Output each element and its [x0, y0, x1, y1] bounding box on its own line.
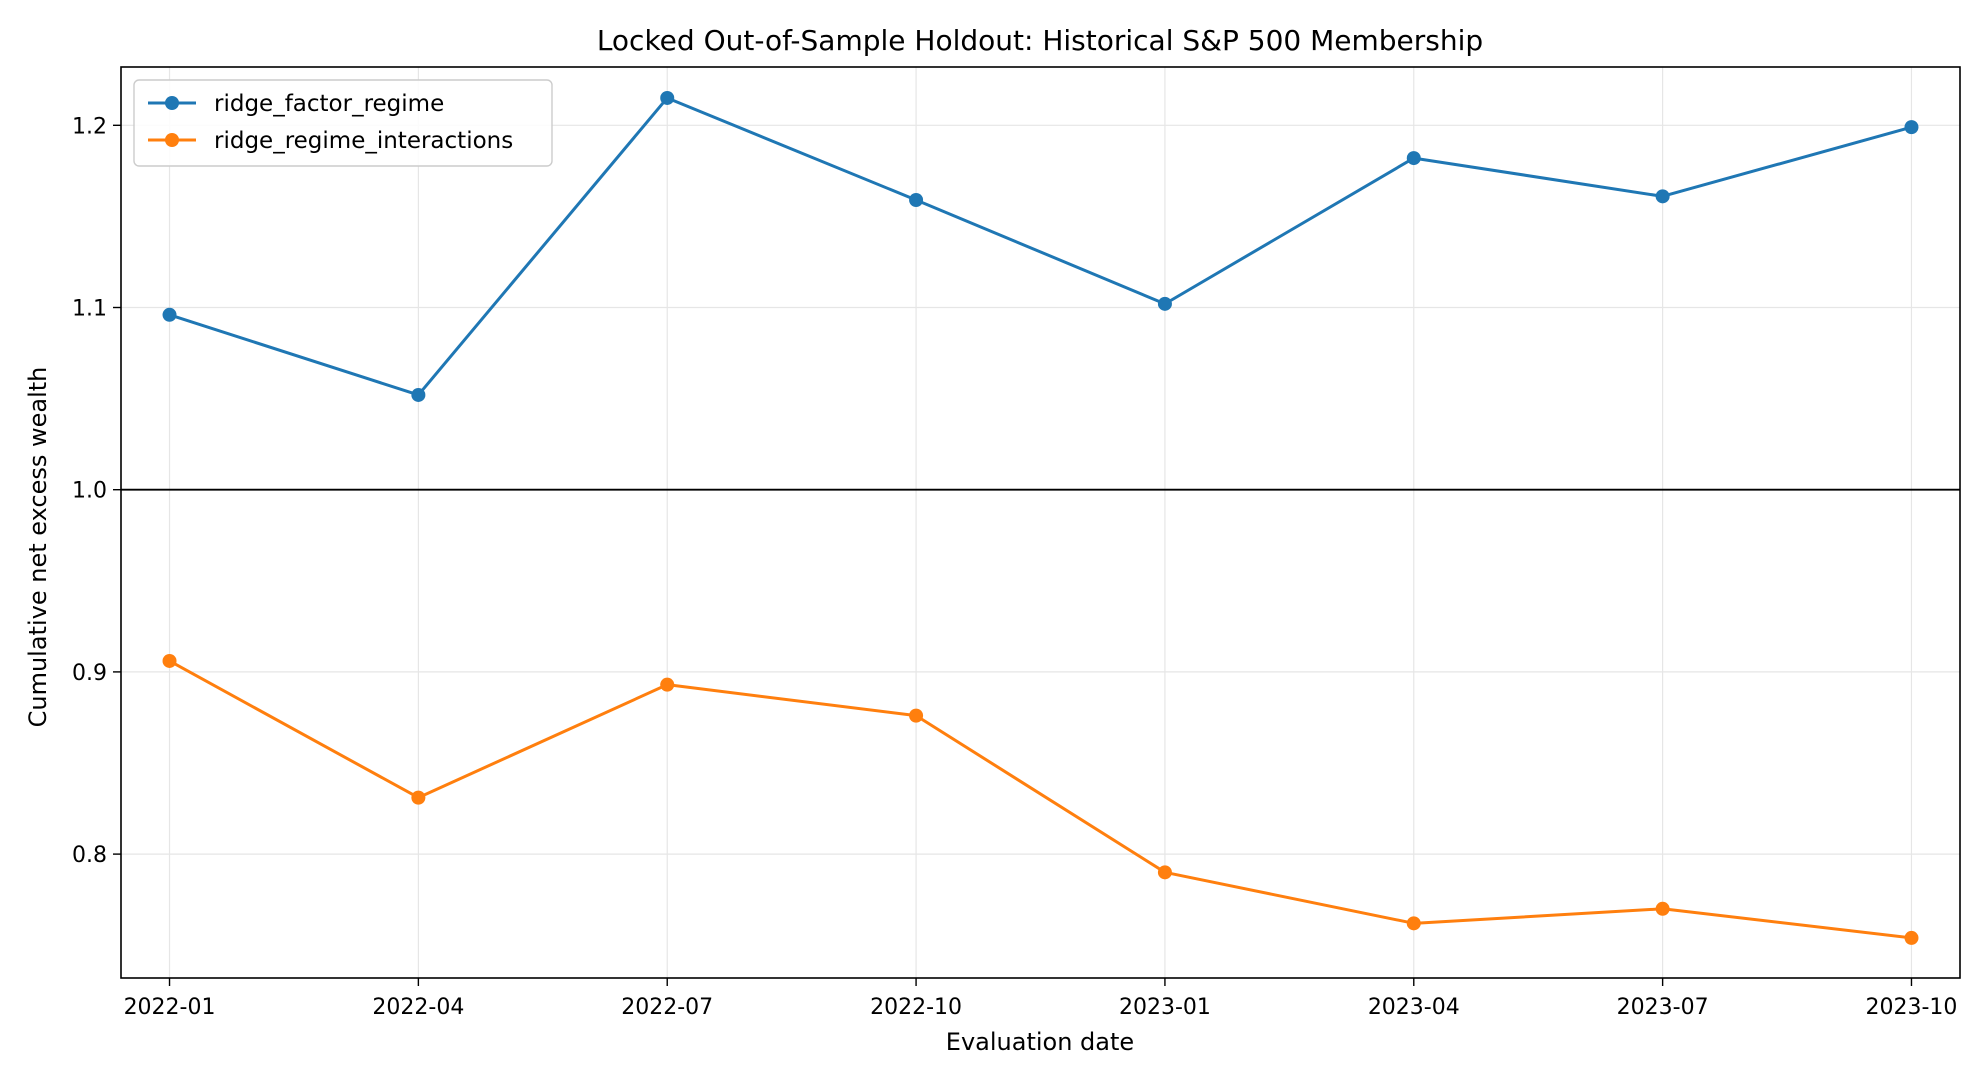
x-tick-label-2022-07: 2022-07: [621, 995, 713, 1020]
series-ridge-factor-regime: [162, 90, 1919, 402]
data-point-ridge-factor-regime-2023-04: [1406, 151, 1421, 166]
x-tick-label-2023-04: 2023-04: [1368, 995, 1460, 1020]
x-tick-label-2023-01: 2023-01: [1119, 995, 1211, 1020]
data-point-ridge-regime-interactions-2023-04: [1406, 916, 1421, 931]
x-tick-label-2022-01: 2022-01: [124, 995, 216, 1020]
data-point-ridge-factor-regime-2023-07: [1655, 189, 1670, 204]
legend: ridge_factor_regime ridge_regime_interact…: [133, 79, 553, 167]
data-point-ridge-factor-regime-2023-01: [1157, 296, 1172, 311]
data-point-ridge-regime-interactions-2023-01: [1157, 865, 1172, 880]
x-axis-label: Evaluation date: [946, 1028, 1134, 1056]
x-tick-label-2022-10: 2022-10: [870, 995, 962, 1020]
legend-marker-ridge-factor-regime: [165, 96, 179, 110]
y-tick-label-1-1: 1.1: [72, 297, 107, 322]
x-tick-label-2022-04: 2022-04: [372, 995, 464, 1020]
x-tick-label-2023-07: 2023-07: [1617, 995, 1709, 1020]
series-ridge-regime-interactions: [162, 653, 1919, 945]
data-point-ridge-factor-regime-2022-01: [162, 307, 177, 322]
legend-label-ridge-regime-interactions: ridge_regime_interactions: [214, 128, 513, 154]
chart-title: Locked Out-of-Sample Holdout: Historical…: [597, 24, 1483, 57]
y-axis-label: Cumulative net excess wealth: [24, 367, 52, 728]
plot-frame: [120, 66, 1961, 979]
data-point-ridge-regime-interactions-2023-07: [1655, 901, 1670, 916]
data-point-ridge-regime-interactions-2022-01: [162, 653, 177, 668]
x-tick-label-2023-10: 2023-10: [1866, 995, 1958, 1020]
y-tick-label-0-8: 0.8: [72, 843, 107, 868]
legend-frame: [133, 79, 553, 167]
axes-group: 2022-01 2022-04 2022-07 2022-10 2023-01 2023-…: [72, 66, 1961, 1020]
series-line-ridge-regime-interactions: [168, 659, 1912, 940]
legend-label-ridge-factor-regime: ridge_factor_regime: [214, 91, 444, 117]
data-point-ridge-regime-interactions-2022-10: [909, 708, 924, 723]
data-point-ridge-factor-regime-2022-07: [660, 90, 675, 105]
series-line-ridge-factor-regime: [169, 96, 1912, 397]
data-point-ridge-factor-regime-2022-04: [411, 387, 426, 402]
data-point-ridge-regime-interactions-2023-10: [1904, 930, 1919, 945]
data-point-ridge-factor-regime-2023-10: [1904, 120, 1919, 135]
data-point-ridge-regime-interactions-2022-04: [411, 790, 426, 805]
legend-marker-ridge-regime-interactions: [165, 133, 179, 147]
grid-lines: [121, 67, 1960, 978]
y-tick-label-0-9: 0.9: [72, 661, 107, 686]
series-group: [162, 90, 1919, 945]
y-tick-label-1-0: 1.0: [72, 479, 107, 504]
data-point-ridge-regime-interactions-2022-07: [660, 677, 675, 692]
data-point-ridge-factor-regime-2022-10: [909, 193, 924, 208]
y-tick-label-1-2: 1.2: [72, 114, 107, 139]
